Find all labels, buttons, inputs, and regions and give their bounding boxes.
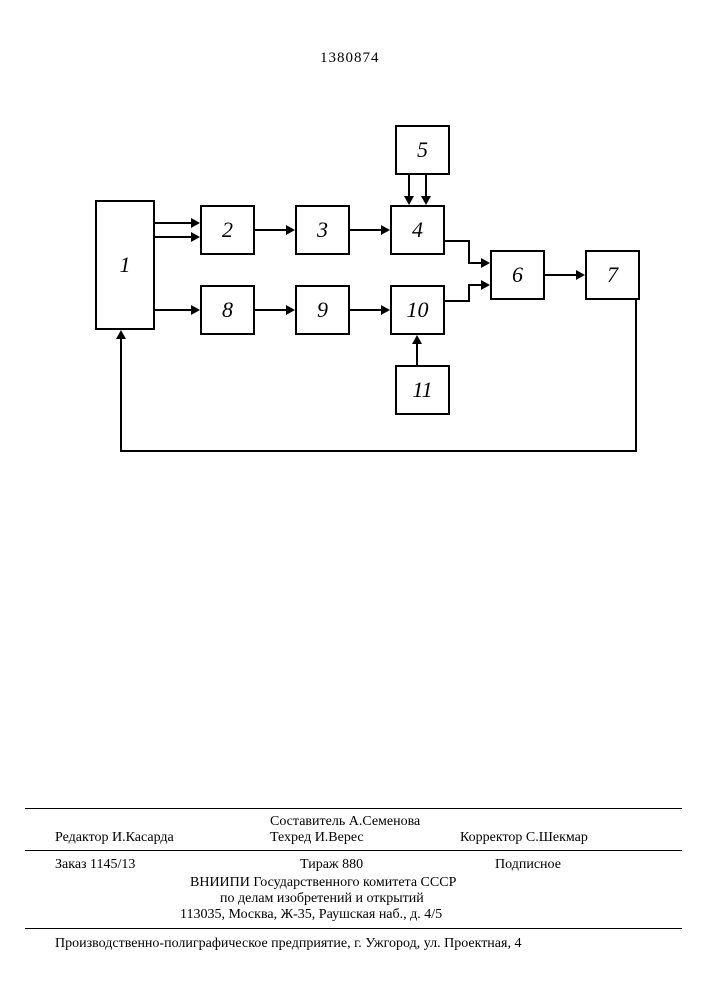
arrow-icon	[481, 258, 490, 268]
edge	[120, 450, 637, 452]
edge	[635, 300, 637, 450]
arrow-icon	[191, 305, 200, 315]
divider	[25, 928, 682, 929]
edge	[445, 240, 470, 242]
corrector-label: Корректор С.Шекмар	[460, 830, 588, 846]
node-label: 4	[412, 217, 423, 243]
patent-number: 1380874	[320, 50, 380, 67]
tech-label: Техред И.Верес	[270, 830, 364, 846]
edge	[255, 229, 290, 231]
node-label: 8	[222, 297, 233, 323]
node-4: 4	[390, 205, 445, 255]
node-label: 9	[317, 297, 328, 323]
arrow-icon	[481, 280, 490, 290]
node-label: 7	[607, 262, 618, 288]
printer-line: Производственно-полиграфическое предприя…	[55, 936, 521, 952]
divider	[25, 850, 682, 851]
arrow-icon	[116, 330, 126, 339]
node-7: 7	[585, 250, 640, 300]
edge	[445, 300, 470, 302]
arrow-icon	[381, 225, 390, 235]
node-label: 6	[512, 262, 523, 288]
org-line-1: ВНИИПИ Государственного комитета СССР	[190, 875, 456, 891]
node-9: 9	[295, 285, 350, 335]
node-10: 10	[390, 285, 445, 335]
node-label: 10	[407, 297, 429, 323]
arrow-icon	[191, 232, 200, 242]
edge	[468, 240, 470, 262]
node-8: 8	[200, 285, 255, 335]
compiler-label: Составитель А.Семенова	[270, 814, 420, 830]
arrow-icon	[381, 305, 390, 315]
arrow-icon	[286, 225, 295, 235]
editor-label: Редактор И.Касарда	[55, 830, 174, 846]
arrow-icon	[421, 196, 431, 205]
edge	[155, 309, 195, 311]
order-label: Заказ 1145/13	[55, 857, 135, 873]
node-label: 3	[317, 217, 328, 243]
node-2: 2	[200, 205, 255, 255]
arrow-icon	[404, 196, 414, 205]
node-label: 2	[222, 217, 233, 243]
node-11: 11	[395, 365, 450, 415]
node-label: 11	[412, 377, 432, 403]
node-5: 5	[395, 125, 450, 175]
arrow-icon	[286, 305, 295, 315]
node-label: 5	[417, 137, 428, 163]
edge	[468, 284, 470, 302]
divider	[25, 808, 682, 809]
node-3: 3	[295, 205, 350, 255]
edge	[350, 229, 385, 231]
edge	[545, 274, 580, 276]
tirage-label: Тираж 880	[300, 857, 363, 873]
page: 1380874 1 2 3 4 5 6 7 8 9 10 11	[0, 0, 707, 1000]
arrow-icon	[412, 335, 422, 344]
edge	[416, 342, 418, 365]
edge	[155, 236, 195, 238]
edge	[350, 309, 385, 311]
arrow-icon	[576, 270, 585, 280]
signed-label: Подписное	[495, 857, 561, 873]
edge	[155, 222, 195, 224]
edge	[255, 309, 290, 311]
edge	[120, 338, 122, 452]
org-line-2: по делам изобретений и открытий	[220, 891, 424, 907]
node-6: 6	[490, 250, 545, 300]
arrow-icon	[191, 218, 200, 228]
org-line-3: 113035, Москва, Ж-35, Раушская наб., д. …	[180, 907, 442, 923]
node-1: 1	[95, 200, 155, 330]
node-label: 1	[120, 252, 131, 278]
